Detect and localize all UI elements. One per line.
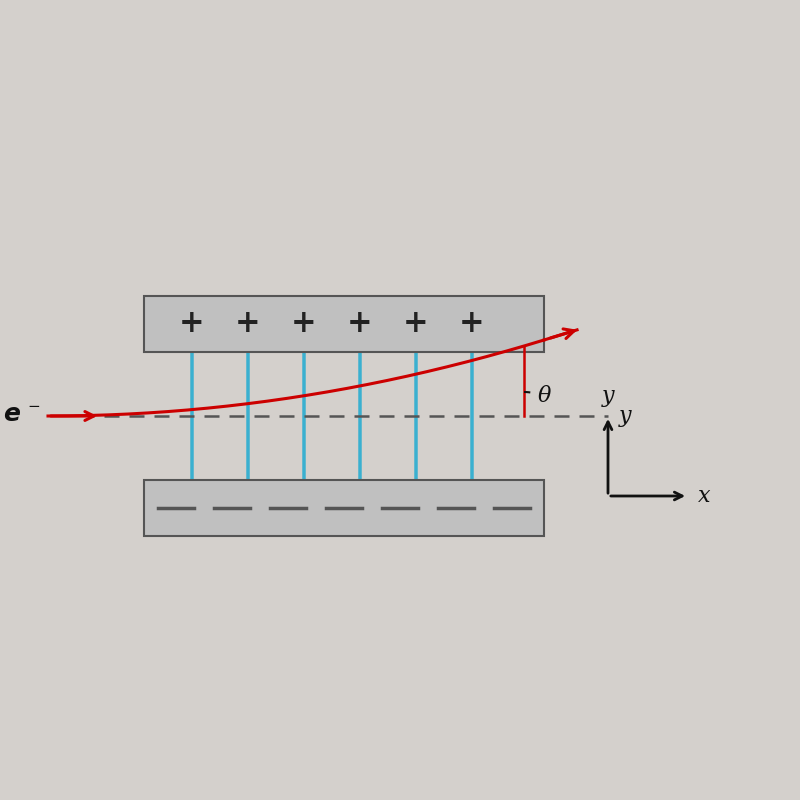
Text: +: + [179,309,205,339]
Text: x: x [698,485,710,507]
Bar [144,480,544,536]
Text: +: + [347,309,373,339]
Text: +: + [403,309,429,339]
Text: +: + [459,309,485,339]
Text: −: − [27,399,40,414]
Text: e: e [3,402,21,426]
Text: y: y [619,405,632,427]
Bar [144,296,544,352]
Text: y: y [602,385,614,407]
Text: +: + [235,309,261,339]
Text: +: + [291,309,317,339]
Text: θ: θ [538,385,550,407]
